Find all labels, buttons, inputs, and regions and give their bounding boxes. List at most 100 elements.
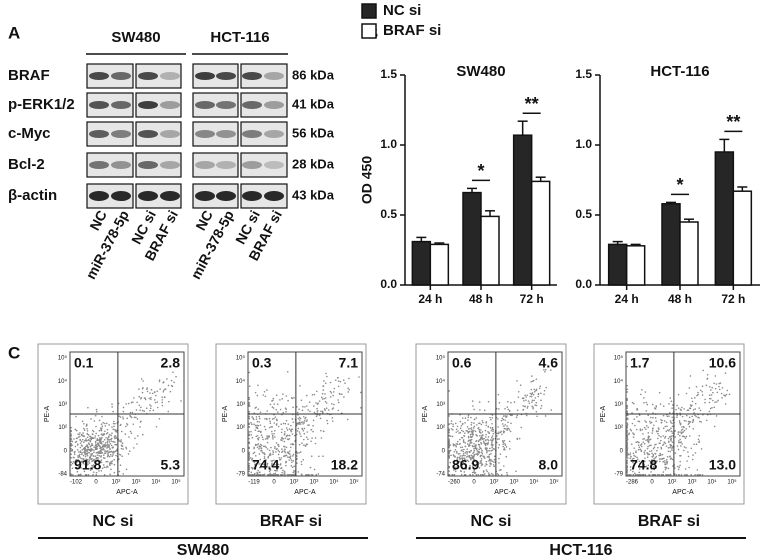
event-dot xyxy=(638,468,641,470)
flow-x-tick: -286 xyxy=(626,480,639,486)
protein-label: c-Myc xyxy=(8,125,51,142)
event-dot xyxy=(479,432,482,434)
event-dot xyxy=(79,453,81,456)
quadrant-value: 4.6 xyxy=(539,355,559,371)
event-dot xyxy=(112,454,114,456)
event-dot xyxy=(248,433,250,436)
event-dot xyxy=(532,407,534,410)
event-dot xyxy=(634,424,636,427)
event-dot xyxy=(524,405,526,408)
event-dot xyxy=(502,418,505,421)
event-dot xyxy=(280,473,283,476)
event-dot xyxy=(263,445,265,448)
event-dot xyxy=(110,440,113,442)
event-dot xyxy=(284,437,287,440)
event-dot xyxy=(258,421,260,423)
event-dot xyxy=(640,445,643,448)
event-dot xyxy=(696,394,698,397)
event-dot xyxy=(70,434,72,437)
event-dot xyxy=(125,447,128,450)
event-dot xyxy=(348,388,350,391)
event-dot xyxy=(170,379,173,382)
event-dot xyxy=(71,448,74,451)
event-dot xyxy=(658,434,660,437)
event-dot xyxy=(74,461,77,464)
event-dot xyxy=(693,443,695,446)
event-dot xyxy=(290,473,293,476)
event-dot xyxy=(473,468,475,471)
event-dot xyxy=(498,462,500,464)
event-dot xyxy=(480,443,483,445)
event-dot xyxy=(81,420,84,423)
event-dot xyxy=(629,428,632,431)
event-dot xyxy=(321,398,324,400)
event-dot xyxy=(637,444,640,447)
event-dot xyxy=(644,460,646,463)
event-dot xyxy=(325,372,327,375)
event-dot xyxy=(113,471,116,474)
event-dot xyxy=(451,473,454,476)
event-dot xyxy=(464,454,466,457)
event-dot xyxy=(251,457,254,460)
event-dot xyxy=(683,426,685,429)
event-dot xyxy=(296,406,298,408)
event-dot xyxy=(472,463,475,466)
event-dot xyxy=(164,388,166,390)
event-dot xyxy=(540,407,542,410)
event-dot xyxy=(250,466,253,469)
event-dot xyxy=(120,423,122,426)
event-dot xyxy=(296,455,298,457)
event-dot xyxy=(486,451,488,454)
event-dot xyxy=(515,470,517,473)
event-dot xyxy=(454,470,457,473)
event-dot xyxy=(82,434,84,437)
event-dot xyxy=(671,458,674,461)
event-dot xyxy=(110,434,113,437)
event-dot xyxy=(275,394,278,397)
event-dot xyxy=(101,436,103,439)
event-dot xyxy=(149,404,151,406)
event-dot xyxy=(690,447,693,450)
quadrant-value: 86.9 xyxy=(452,457,479,473)
event-dot xyxy=(272,450,274,452)
event-dot xyxy=(272,473,274,476)
condition-label: BRAF si xyxy=(260,513,322,530)
event-dot xyxy=(651,452,653,455)
event-dot xyxy=(103,432,105,435)
event-dot xyxy=(98,463,100,465)
event-dot xyxy=(458,456,461,459)
event-dot xyxy=(122,406,125,409)
event-dot xyxy=(87,434,90,436)
event-dot xyxy=(318,455,320,458)
panel-label: C xyxy=(8,343,20,362)
event-dot xyxy=(503,439,506,442)
event-dot xyxy=(255,426,258,429)
event-dot xyxy=(483,437,485,440)
event-dot xyxy=(136,443,138,445)
event-dot xyxy=(260,447,263,449)
event-dot xyxy=(71,440,74,443)
event-dot xyxy=(105,422,108,425)
event-dot xyxy=(626,425,628,427)
event-dot xyxy=(261,473,264,476)
event-dot xyxy=(484,439,487,442)
event-dot xyxy=(714,401,716,403)
event-dot xyxy=(284,448,286,451)
event-dot xyxy=(531,399,534,402)
event-dot xyxy=(676,445,679,447)
event-dot xyxy=(111,406,113,408)
event-dot xyxy=(479,409,481,411)
event-dot xyxy=(313,411,316,414)
event-dot xyxy=(95,457,98,459)
event-dot xyxy=(70,433,72,435)
event-dot xyxy=(455,462,458,465)
event-dot xyxy=(626,414,628,417)
event-dot xyxy=(299,451,302,453)
event-dot xyxy=(648,420,651,423)
event-dot xyxy=(343,396,345,398)
event-dot xyxy=(81,457,83,460)
event-dot xyxy=(655,455,658,458)
event-dot xyxy=(96,438,99,440)
event-dot xyxy=(480,448,483,450)
event-dot xyxy=(471,456,474,459)
